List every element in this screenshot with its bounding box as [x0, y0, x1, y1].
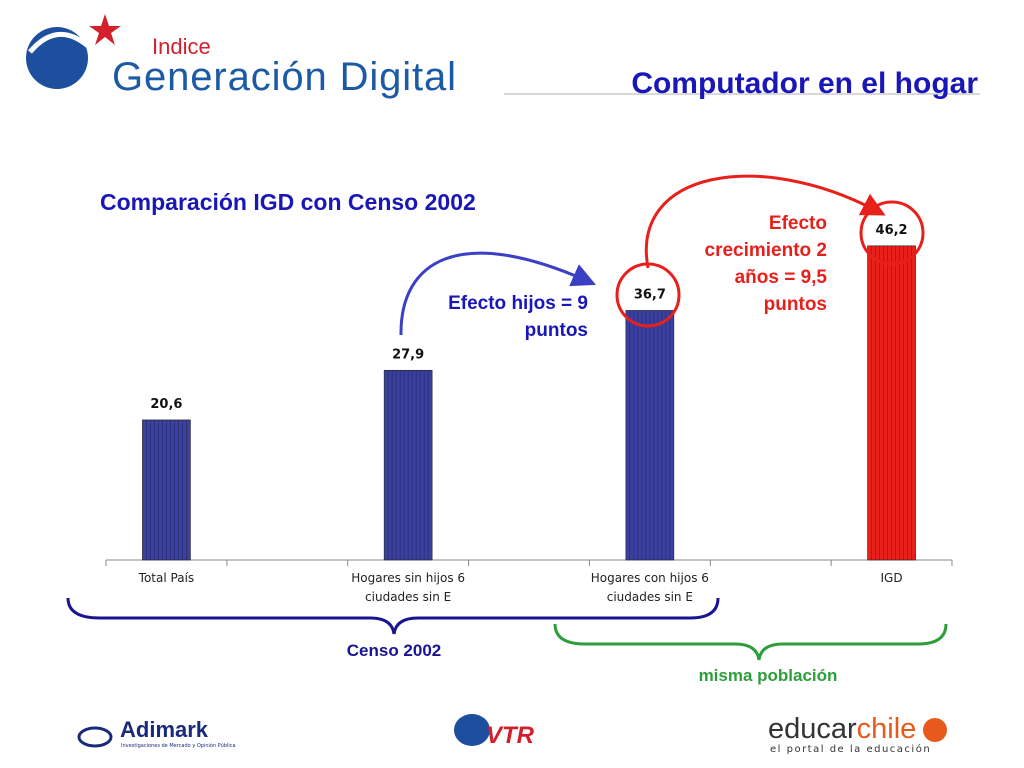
logo-text: Indice — [152, 34, 211, 59]
annotation-text: Efecto crecimiento 2 años = 9,5 puntos — [704, 213, 828, 315]
x-tick-label: Hogares sin hijos 6 ciudades sin E — [351, 571, 466, 604]
bar — [867, 245, 916, 561]
highlight-circle — [859, 200, 925, 266]
logo-mark — [454, 714, 490, 746]
logo-swoosh — [28, 31, 90, 54]
value-label: 20,6 — [150, 397, 182, 412]
logo-text: chile — [857, 713, 917, 745]
bar — [142, 419, 191, 561]
logo-text: educarchile — [768, 713, 916, 745]
logo-star — [89, 14, 121, 45]
x-tick-label: Total País — [138, 571, 195, 585]
x-tick-label: Hogares con hijos 6 ciudades sin E — [590, 571, 709, 604]
highlight-circle — [615, 262, 681, 328]
chart-title: Comparación IGD con Censo 2002 — [100, 189, 476, 215]
logo-text: el portal de la educación — [770, 743, 931, 755]
logo-text: Investigaciones de Mercado y Opinión Púb… — [121, 742, 236, 749]
bar — [383, 369, 433, 561]
value-label: 36,7 — [634, 287, 666, 302]
header-title: Computador en el hogar — [631, 67, 978, 100]
annotation-text: Efecto hijos = 9 puntos — [448, 293, 588, 341]
bar — [625, 310, 675, 561]
x-tick-label: Hogares con hijos 6 ciudades sin E — [590, 571, 709, 604]
plot: Total País 20,6 Hogares sin hijos 6 ciudad… — [105, 223, 953, 604]
annotation: Efecto crecimiento 2 años = 9,5 puntos — [704, 213, 828, 315]
brace-label: misma población — [699, 666, 838, 685]
logo-text: educar — [768, 713, 857, 745]
logo-mark — [923, 718, 947, 742]
brace — [553, 623, 948, 661]
logo-text: Adimark — [120, 717, 209, 742]
brace — [66, 597, 720, 635]
x-tick-label: IGD — [880, 571, 903, 585]
annotation: Efecto hijos = 9 puntos — [448, 293, 588, 341]
value-label: 46,2 — [876, 223, 908, 238]
value-label: 27,9 — [392, 347, 424, 362]
x-tick-label: Total País — [138, 571, 195, 585]
arrow — [399, 251, 596, 336]
arrow — [644, 174, 886, 269]
x-tick-label: IGD — [880, 571, 903, 585]
logo-text: Generación Digital — [112, 55, 456, 99]
x-tick-label: Hogares sin hijos 6 ciudades sin E — [351, 571, 466, 604]
logo-text: VTR — [486, 722, 535, 749]
logo-mark — [77, 726, 113, 748]
brace-label: Censo 2002 — [347, 641, 442, 660]
